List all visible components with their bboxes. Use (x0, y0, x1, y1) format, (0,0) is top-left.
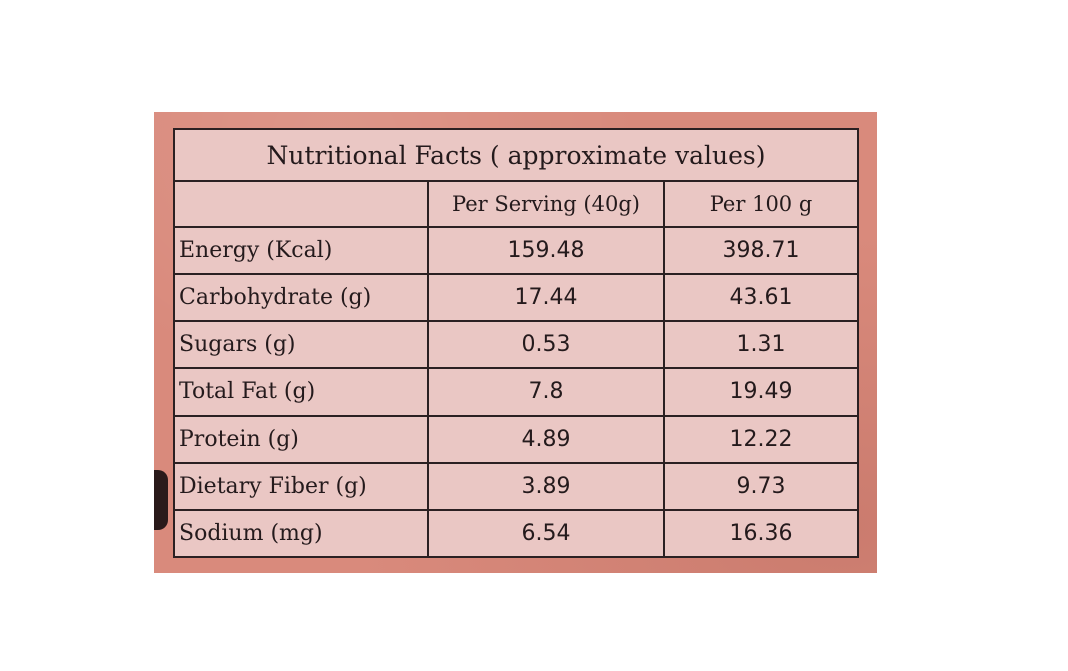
per-serving-value: 17.44 (427, 273, 665, 323)
header-per-100g: Per 100 g (662, 180, 860, 228)
table-row: Dietary Fiber (g) 3.89 9.73 (173, 461, 860, 511)
per-serving-value: 6.54 (427, 508, 665, 559)
per-serving-value: 159.48 (427, 225, 665, 276)
table-row: Total Fat (g) 7.8 19.49 (173, 367, 860, 417)
header-blank-cell (173, 180, 429, 228)
table-row: Carbohydrate (g) 17.44 43.61 (173, 273, 860, 323)
row-label: Energy (Kcal) (173, 225, 429, 276)
row-label: Sugars (g) (173, 320, 429, 370)
row-label: Protein (g) (173, 414, 429, 464)
table-row: Sodium (mg) 6.54 16.36 (173, 508, 860, 559)
per-serving-value: 0.53 (427, 320, 665, 370)
per-100g-value: 398.71 (662, 225, 860, 276)
header-per-serving: Per Serving (40g) (427, 180, 665, 228)
row-label: Sodium (mg) (173, 508, 429, 559)
per-100g-value: 12.22 (662, 414, 860, 464)
per-serving-value: 7.8 (427, 367, 665, 417)
per-serving-value: 3.89 (427, 461, 665, 511)
per-100g-value: 1.31 (662, 320, 860, 370)
per-100g-value: 9.73 (662, 461, 860, 511)
row-label: Carbohydrate (g) (173, 273, 429, 323)
table-header-row: Per Serving (40g) Per 100 g (173, 180, 860, 228)
per-100g-value: 16.36 (662, 508, 860, 559)
row-label: Dietary Fiber (g) (173, 461, 429, 511)
nutrition-table-container: Nutritional Facts ( approximate values) … (172, 128, 860, 559)
per-100g-value: 43.61 (662, 273, 860, 323)
table-row: Energy (Kcal) 159.48 398.71 (173, 225, 860, 276)
table-row: Protein (g) 4.89 12.22 (173, 414, 860, 464)
per-100g-value: 19.49 (662, 367, 860, 417)
per-serving-value: 4.89 (427, 414, 665, 464)
row-label: Total Fat (g) (173, 367, 429, 417)
nutrition-facts-table: Nutritional Facts ( approximate values) … (172, 128, 860, 559)
table-title: Nutritional Facts ( approximate values) (172, 128, 860, 182)
packaging-edge-mark (154, 470, 168, 530)
table-title-row: Nutritional Facts ( approximate values) (172, 128, 860, 182)
table-row: Sugars (g) 0.53 1.31 (173, 320, 860, 370)
